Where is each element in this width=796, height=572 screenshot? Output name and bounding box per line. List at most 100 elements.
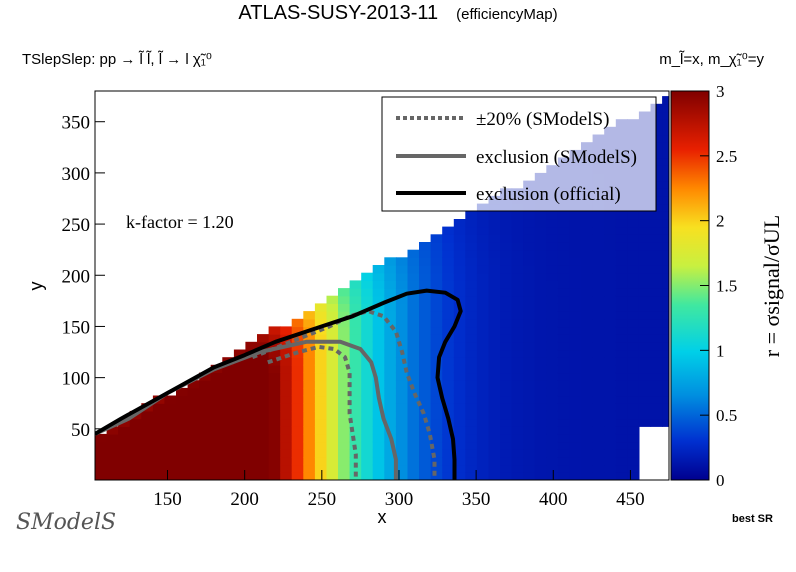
heatmap-cell [442, 318, 455, 328]
heatmap-cell [268, 380, 281, 389]
heatmap-cell [662, 195, 669, 205]
heatmap-cell [164, 441, 177, 450]
heatmap-cell [372, 341, 385, 351]
heatmap-cell [523, 387, 536, 397]
heatmap-cell [662, 387, 669, 397]
heatmap-cell [430, 380, 443, 389]
heatmap-cell [534, 265, 547, 274]
heatmap-cell [581, 464, 594, 473]
heatmap-cell [314, 472, 328, 480]
heatmap-cell [442, 441, 455, 450]
heatmap-cell [291, 395, 304, 404]
heatmap-cell [650, 334, 663, 343]
heatmap-cell [314, 441, 328, 450]
heatmap-cell [303, 334, 316, 343]
heatmap-cell [569, 288, 582, 297]
heatmap-cell [338, 472, 351, 480]
heatmap-cell [152, 449, 166, 458]
heatmap-cell [210, 410, 223, 420]
heatmap-cell [615, 326, 628, 335]
heatmap-cell [152, 441, 166, 450]
heatmap-cell [581, 265, 594, 274]
heatmap-cell [569, 234, 582, 243]
heatmap-cell [291, 457, 304, 466]
heatmap-cell [511, 265, 524, 274]
heatmap-cell [511, 380, 524, 389]
heatmap-cell [303, 395, 316, 404]
heatmap-cell [650, 357, 663, 366]
heatmap-cell [650, 364, 663, 374]
heatmap-cell [534, 403, 547, 412]
heatmap-cell [442, 341, 455, 351]
heatmap-cell [395, 257, 409, 266]
heatmap-cell [141, 426, 154, 435]
heatmap-cell [361, 387, 374, 397]
heatmap-cell [395, 326, 409, 335]
heatmap-cell [476, 280, 490, 289]
heatmap-cell [662, 219, 669, 228]
heatmap-cell [395, 311, 409, 320]
heatmap-cell [326, 418, 339, 427]
heatmap-cell [604, 364, 617, 374]
heatmap-cell [523, 464, 536, 473]
heatmap-cell [592, 219, 605, 228]
heatmap-cell [500, 364, 513, 374]
heatmap-cell [488, 341, 501, 351]
heatmap-cell [546, 272, 559, 281]
heatmap-cell [453, 418, 466, 427]
heatmap-cell [280, 372, 293, 381]
y-tick-label: 350 [62, 113, 91, 134]
heatmap-cell [662, 96, 669, 105]
heatmap-cell [534, 280, 547, 289]
heatmap-cell [569, 449, 582, 458]
heatmap-cell [650, 265, 663, 274]
heatmap-cell [465, 372, 478, 381]
kfactor-annotation: k-factor = 1.20 [126, 212, 234, 232]
heatmap-cell [338, 426, 351, 435]
heatmap-cell [303, 433, 316, 443]
heatmap-cell [476, 318, 490, 328]
heatmap-cell [268, 334, 281, 343]
heatmap-cell [361, 334, 374, 343]
heatmap-cell [384, 418, 397, 427]
heatmap-cell [627, 403, 640, 412]
heatmap-cell [453, 318, 466, 328]
heatmap-cell [465, 295, 478, 304]
heatmap-cell [534, 464, 547, 473]
heatmap-cell [581, 433, 594, 443]
heatmap-cell [257, 410, 270, 420]
heatmap-cell [106, 472, 119, 480]
heatmap-cell [638, 380, 652, 389]
heatmap-cell [546, 449, 559, 458]
heatmap-cell [407, 295, 420, 304]
heatmap-cell [152, 472, 166, 480]
heatmap-cell [534, 303, 547, 312]
heatmap-cell [314, 410, 328, 420]
heatmap-cell [581, 234, 594, 243]
heatmap-cell [592, 341, 605, 351]
heatmap-cell [152, 403, 166, 412]
heatmap-cell [199, 395, 212, 404]
heatmap-cell [280, 418, 293, 427]
heatmap-cell [500, 341, 513, 351]
heatmap-cell [662, 410, 669, 420]
heatmap-cell [338, 372, 351, 381]
heatmap-cell [430, 410, 443, 420]
color-scale-ticks: 0 0.5 1 1.5 2 2.5 3 [700, 82, 737, 490]
heatmap-cell [199, 464, 212, 473]
heatmap-cell [511, 318, 524, 328]
heatmap-cell [291, 472, 304, 480]
heatmap-cell [546, 211, 559, 220]
heatmap-cell [557, 464, 571, 473]
heatmap-cell [453, 357, 466, 366]
heatmap-cell [488, 441, 501, 450]
heatmap-cell [546, 403, 559, 412]
heatmap-cell [476, 257, 490, 266]
heatmap-cell [662, 234, 669, 243]
heatmap-cell [164, 464, 177, 473]
heatmap-cell [430, 433, 443, 443]
heatmap-cell [129, 418, 142, 427]
heatmap-cell [500, 257, 513, 266]
heatmap-cell [442, 457, 455, 466]
heatmap-cell [523, 395, 536, 404]
